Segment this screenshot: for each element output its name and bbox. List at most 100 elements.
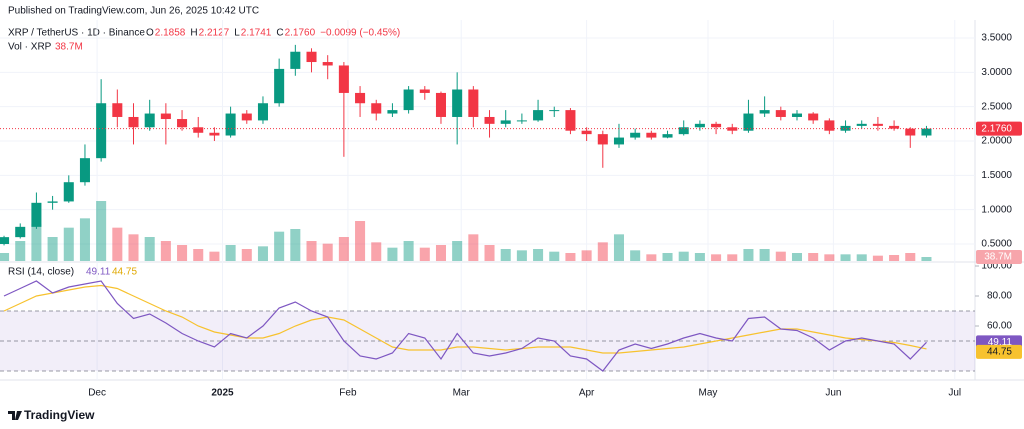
candle-body (435, 92, 446, 117)
y-tick-label: 2.0000 (981, 136, 1012, 147)
candle-body (274, 68, 285, 104)
volume-bar (872, 255, 883, 261)
ohlc-readout: O (146, 28, 154, 39)
volume-bar (727, 254, 738, 261)
volume-label-bg (976, 250, 1022, 264)
volume-label: 38.7M (984, 252, 1012, 263)
published: Published on TradingView.com, Jun 26, 20… (8, 6, 259, 17)
volume-bar (193, 249, 204, 261)
candle-body (468, 89, 479, 117)
volume-bar (597, 242, 608, 261)
volume-bar (177, 245, 188, 261)
candle-body (306, 51, 317, 63)
candle-body (565, 110, 576, 131)
candle-body (290, 51, 301, 69)
volume-bar (452, 241, 463, 261)
candle-body (662, 134, 673, 138)
candle-body (711, 123, 722, 128)
ohlc-readout: H (190, 28, 197, 39)
y-tick-label: 1.0000 (981, 204, 1012, 215)
candle-body (322, 62, 333, 66)
candle-body (743, 113, 754, 131)
x-tick-label: Jul (948, 388, 961, 399)
x-tick-label: 2025 (211, 388, 234, 399)
candle-body (225, 113, 236, 136)
volume-bar (856, 254, 867, 261)
volume-bar (128, 234, 139, 261)
volume-bar (47, 237, 58, 261)
volume-title: Vol · XRP (8, 42, 52, 53)
legend: XRP / TetherUS · 1D · Binance Vol · XRP … (8, 28, 145, 278)
x-tick-label: Mar (453, 388, 471, 399)
last-price-label: 2.1760 (981, 123, 1012, 134)
volume-bar (581, 250, 592, 261)
y-tick-label: 1.5000 (981, 170, 1012, 181)
candle-body (646, 132, 657, 138)
candle-body (581, 130, 592, 135)
rsi-readout: 49.11 (86, 267, 111, 278)
volume-bar (743, 249, 754, 261)
volume-bar (549, 251, 560, 261)
volume-bar (290, 229, 301, 261)
candle-body (419, 89, 430, 93)
symbol: XRP / TetherUS · 1D · Binance (8, 28, 145, 39)
volume-bar (225, 245, 236, 261)
volume-bar (565, 253, 576, 261)
x-tick-label: Feb (339, 388, 357, 399)
candle-body (921, 128, 932, 136)
volume-bar (435, 245, 446, 261)
volume-bar (241, 249, 252, 261)
ohlc-readout: 2.1760 (285, 28, 316, 39)
volume-bar (694, 253, 705, 261)
ohlc-readout: 2.2127 (199, 28, 230, 39)
candle-body (79, 158, 90, 183)
ohlc-readout: C (276, 28, 283, 39)
volume-bar (387, 247, 398, 261)
candle-body (484, 116, 495, 124)
candle-body (872, 123, 883, 126)
volume-bar (31, 223, 42, 261)
volume-bar (484, 245, 495, 261)
ohlc-readout: 2.1858 (155, 28, 186, 39)
rsi-ma-label-bg (976, 344, 1022, 359)
candle-body (613, 137, 624, 145)
candle-body (47, 201, 58, 203)
volume-bar (500, 249, 511, 261)
y-tick-label: 3.5000 (981, 33, 1012, 44)
candle-body (160, 113, 171, 120)
candle-body (905, 128, 916, 136)
rsi-ma-readout: 44.75 (112, 267, 137, 278)
candle-body (241, 113, 252, 121)
volume-bar (419, 247, 430, 261)
candle-body (112, 103, 123, 117)
ohlc-readout: L (234, 28, 240, 39)
volume-bar (840, 254, 851, 261)
ohlc-readout: 2.1741 (241, 28, 272, 39)
volume-bar (112, 227, 123, 261)
candle-body (808, 113, 819, 121)
volume-bar (274, 231, 285, 261)
volume-bar (322, 243, 333, 261)
candle-body (678, 127, 689, 135)
rsi-title: RSI (14, close) (8, 267, 74, 278)
candle-body (177, 119, 188, 128)
x-tick-label: Dec (88, 388, 106, 399)
candle-body (128, 116, 139, 128)
volume-bar (533, 249, 544, 261)
candle-body (144, 113, 155, 128)
candle-body (355, 92, 366, 104)
volume-bar (371, 242, 382, 261)
candle-body (0, 237, 10, 245)
rsi-ma-label: 44.75 (987, 347, 1012, 358)
volume-bar (905, 253, 916, 261)
volume-bar (775, 251, 786, 261)
rsi-tick-label: 80.00 (987, 291, 1012, 302)
candle-body (452, 89, 463, 117)
volume-bar (662, 253, 673, 261)
volume-bar (630, 250, 641, 261)
volume-bar (889, 255, 900, 261)
y-tick-label: 3.0000 (981, 67, 1012, 78)
x-tick-label: Apr (579, 388, 595, 399)
volume-bar (921, 257, 932, 261)
